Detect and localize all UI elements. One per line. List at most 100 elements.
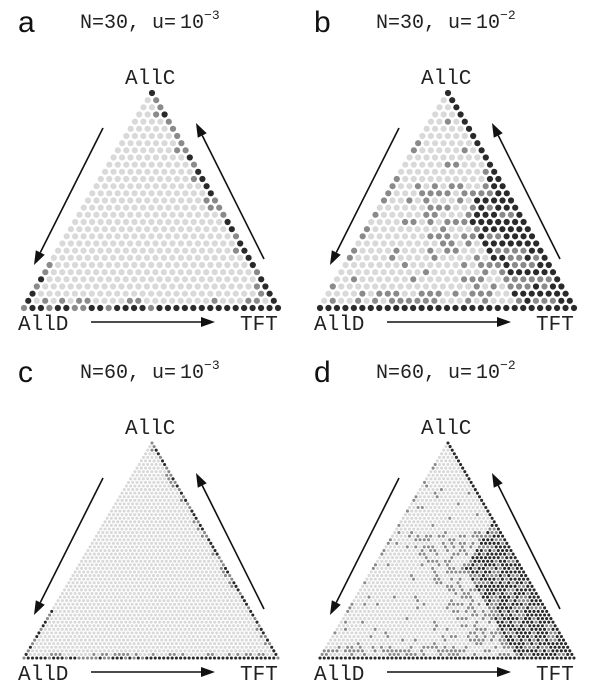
simplex-dot: [211, 545, 215, 549]
simplex-dot: [483, 606, 487, 610]
simplex-dot: [97, 204, 104, 211]
simplex-dot: [443, 566, 447, 570]
simplex-dot: [441, 649, 445, 653]
simplex-dot: [173, 538, 177, 542]
simplex-dot: [422, 502, 426, 506]
simplex-dot: [399, 613, 403, 617]
simplex-dot: [215, 290, 222, 297]
simplex-dot: [211, 240, 218, 247]
simplex-dot: [384, 602, 388, 606]
simplex-dot: [422, 495, 427, 499]
simplex-dot: [519, 595, 523, 599]
simplex-dot: [101, 297, 108, 304]
simplex-dot: [122, 261, 129, 269]
simplex-dot: [490, 581, 494, 585]
simplex-dot: [458, 570, 462, 574]
simplex-dot: [225, 613, 229, 617]
simplex-dot: [511, 574, 515, 578]
simplex-dot: [177, 545, 181, 549]
simplex-dot: [149, 613, 153, 617]
vertex-label-allc: AllC: [125, 68, 175, 91]
simplex-dot: [500, 599, 504, 603]
simplex-dot: [90, 591, 94, 596]
simplex-dot: [164, 304, 172, 312]
simplex-dot: [160, 466, 165, 470]
simplex-dot: [448, 283, 455, 290]
simplex-dot: [424, 563, 428, 567]
simplex-dot: [415, 656, 419, 660]
simplex-dot: [444, 502, 448, 506]
simplex-dot: [253, 617, 257, 621]
simplex-dot: [431, 240, 438, 247]
simplex-dot: [477, 631, 481, 635]
simplex-dot: [452, 509, 456, 513]
simplex-dot: [196, 563, 200, 567]
simplex-dot: [101, 581, 105, 585]
simplex-dot: [474, 154, 481, 161]
simplex-dot: [465, 254, 472, 261]
simplex-dot: [513, 606, 517, 610]
simplex-dot: [465, 531, 469, 535]
simplex-dot: [84, 588, 88, 592]
simplex-dot: [419, 147, 426, 154]
simplex-dot: [71, 645, 75, 649]
simplex-dot: [150, 455, 154, 459]
simplex-dot: [172, 609, 177, 613]
simplex-dot: [475, 505, 479, 510]
simplex-dot: [71, 624, 75, 628]
simplex-dot: [266, 290, 273, 297]
simplex-dot: [352, 656, 356, 660]
simplex-dot: [435, 459, 439, 463]
simplex-dot: [420, 484, 424, 488]
simplex-dot: [525, 642, 530, 646]
simplex-dot: [477, 290, 485, 297]
simplex-dot: [169, 488, 173, 492]
simplex-dot: [405, 645, 409, 649]
simplex-dot: [228, 254, 235, 261]
simplex-dot: [382, 642, 386, 646]
simplex-dot: [156, 290, 163, 297]
simplex-dot: [545, 261, 552, 269]
simplex-dot: [196, 527, 200, 531]
simplex-dot: [210, 631, 215, 635]
simplex-dot: [496, 527, 500, 531]
simplex-dot: [479, 534, 483, 538]
simplex-dot: [440, 452, 444, 456]
simplex-dot: [485, 602, 490, 606]
simplex-dot: [162, 591, 166, 596]
simplex-dot: [33, 297, 40, 304]
simplex-dot: [460, 559, 464, 563]
simplex-dot: [506, 638, 511, 642]
simplex-dot: [507, 602, 511, 606]
simplex-dot: [503, 566, 507, 570]
simplex-dot: [424, 599, 428, 603]
simplex-dot: [390, 649, 394, 653]
simplex-dot: [158, 498, 162, 502]
simplex-dot: [111, 520, 116, 524]
simplex-dot: [114, 538, 118, 542]
simplex-dot: [39, 642, 43, 646]
simplex-dot: [511, 304, 518, 312]
simplex-dot: [94, 649, 98, 653]
simplex-dot: [135, 488, 139, 492]
simplex-dot: [496, 649, 500, 653]
simplex-dot: [153, 599, 158, 603]
simplex-dot: [462, 534, 467, 538]
simplex-dot: [456, 602, 460, 606]
simplex-dot: [321, 297, 328, 304]
simplex-dot: [426, 566, 430, 570]
simplex-dot: [393, 175, 400, 183]
simplex-dot: [343, 642, 348, 646]
simplex-dot: [443, 645, 447, 649]
simplex-dot: [401, 638, 405, 642]
simplex-dot: [208, 606, 213, 610]
simplex-dot: [71, 247, 79, 254]
simplex-dot: [86, 584, 90, 588]
simplex-dot: [322, 649, 326, 653]
simplex-dot: [478, 204, 485, 211]
simplex-dot: [130, 631, 134, 635]
simplex-dot: [171, 534, 175, 538]
simplex-dot: [407, 527, 412, 531]
simplex-dot: [523, 645, 527, 649]
simplex-dot: [186, 297, 193, 304]
